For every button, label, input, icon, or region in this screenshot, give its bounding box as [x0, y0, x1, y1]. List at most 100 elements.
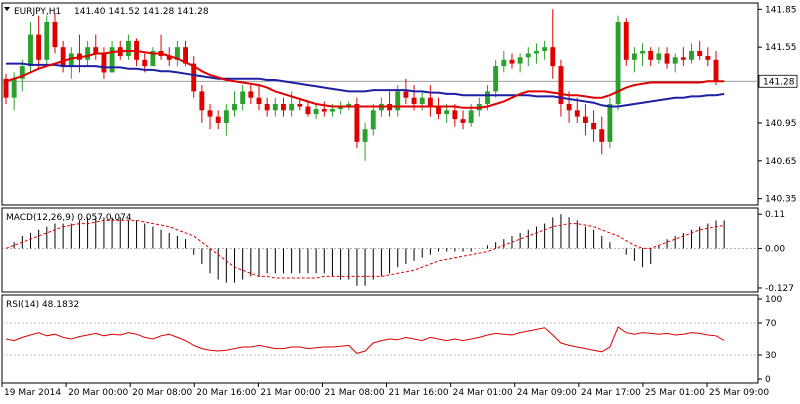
candle-body: [68, 53, 74, 67]
ohlc-label: 141.40 141.52 141.28 141.28: [74, 7, 209, 17]
price-tick-label: 141.55: [765, 43, 797, 53]
candle-body: [395, 91, 401, 111]
candle-body: [52, 21, 58, 48]
candle-body: [362, 129, 368, 142]
candle-body: [591, 122, 597, 130]
candle-body: [297, 104, 303, 107]
candle-body: [109, 47, 115, 73]
rsi-tick-label: 30: [765, 351, 777, 361]
symbol-label: EURJPY,H1: [14, 7, 61, 17]
candle-body: [558, 66, 564, 104]
candle-body: [215, 116, 221, 123]
candle-body: [125, 40, 131, 57]
candle-body: [28, 34, 33, 67]
candle-body: [19, 66, 25, 79]
rsi-panel: 100 70 30 0: [2, 295, 782, 385]
price-panel: 141.85 141.55 140.95 140.65 140.35 141.28: [2, 5, 798, 205]
candle-body: [607, 104, 613, 142]
candle-body: [566, 104, 572, 111]
chart-menu-icon: [4, 7, 10, 11]
candle-body: [313, 109, 319, 115]
rsi-tick-label: 70: [765, 319, 777, 329]
candle-body: [689, 50, 694, 60]
candle-body: [485, 91, 490, 104]
time-tick-label: 20 Mar 00:00: [68, 388, 128, 398]
candle-body: [11, 78, 17, 98]
candle-body: [101, 53, 107, 73]
rsi-tick-label: 100: [765, 295, 782, 305]
ma-slow-line: [6, 62, 725, 108]
time-tick-label: 21 Mar 08:00: [324, 388, 384, 398]
candle-body: [525, 53, 531, 58]
candle-body: [346, 104, 352, 107]
candle-body: [623, 21, 629, 60]
candle-body: [289, 104, 295, 111]
candle-body: [582, 116, 588, 123]
time-tick-label: 20 Mar 16:00: [196, 388, 256, 398]
price-tick-label: 140.65: [765, 157, 797, 167]
candle-body: [223, 110, 229, 123]
candle-body: [680, 57, 686, 60]
candle-body: [468, 110, 474, 123]
candle-body: [631, 53, 637, 60]
time-tick-label: 25 Mar 09:00: [709, 388, 769, 398]
candle-body: [419, 97, 425, 104]
candle-body: [648, 50, 654, 60]
candle-body: [534, 50, 539, 54]
candle-body: [403, 91, 409, 98]
macd-panel: 0.11 0.00 -0.127: [2, 210, 794, 294]
candle-body: [672, 57, 678, 64]
candle-body: [697, 50, 703, 57]
candle-body: [256, 97, 262, 104]
candle-body: [174, 47, 180, 60]
candle-body: [93, 47, 99, 54]
time-tick-label: 21 Mar 00:00: [260, 388, 320, 398]
candle-body: [150, 50, 156, 67]
time-tick-label: 24 Mar 09:00: [517, 388, 577, 398]
candle-body: [411, 97, 417, 104]
current-price-tag: [758, 74, 798, 88]
candle-body: [248, 91, 254, 98]
panel-frame: [1, 294, 759, 384]
candle-body: [664, 53, 670, 64]
candle-body: [191, 63, 197, 92]
time-axis: 19 Mar 2014 20 Mar 00:00 20 Mar 08:00 20 Ma…: [1, 383, 769, 398]
candle-body: [207, 110, 213, 117]
candle-body: [452, 110, 458, 120]
candle-body: [44, 21, 50, 60]
candle-body: [444, 110, 450, 115]
candle-body: [354, 104, 360, 142]
ma-fast-line: [5, 50, 725, 109]
candle-body: [705, 56, 711, 60]
candle-body: [85, 47, 91, 60]
time-tick-label: 25 Mar 01:00: [645, 388, 705, 398]
rsi-tick-label: 0: [765, 375, 771, 385]
price-tick-label: 141.85: [765, 5, 797, 15]
rsi-title: RSI(14) 48.1832: [6, 300, 79, 310]
macd-tick-label: 0.11: [765, 210, 785, 220]
candle-body: [656, 53, 662, 60]
time-tick-label: 24 Mar 17:00: [581, 388, 641, 398]
candle-body: [183, 47, 188, 64]
time-tick-label: 19 Mar 2014: [4, 388, 61, 398]
candle-body: [509, 59, 515, 64]
candle-body: [436, 106, 441, 115]
time-tick-label: 24 Mar 01:00: [453, 388, 513, 398]
macd-signal-line: [5, 219, 725, 279]
candle-body: [615, 21, 621, 104]
candle-body: [542, 47, 548, 51]
current-price-label: 141.28: [763, 77, 795, 87]
candle-body: [713, 59, 719, 82]
candle-body: [493, 66, 499, 92]
macd-tick-label: 0.00: [765, 244, 785, 254]
candle-body: [329, 109, 335, 112]
candle-body: [3, 78, 9, 98]
candle-body: [501, 59, 507, 67]
candle-body: [36, 34, 42, 60]
candle-body: [370, 110, 376, 130]
candle-body: [272, 104, 278, 111]
price-tick-label: 140.95: [765, 119, 797, 129]
candle-body: [60, 47, 66, 67]
